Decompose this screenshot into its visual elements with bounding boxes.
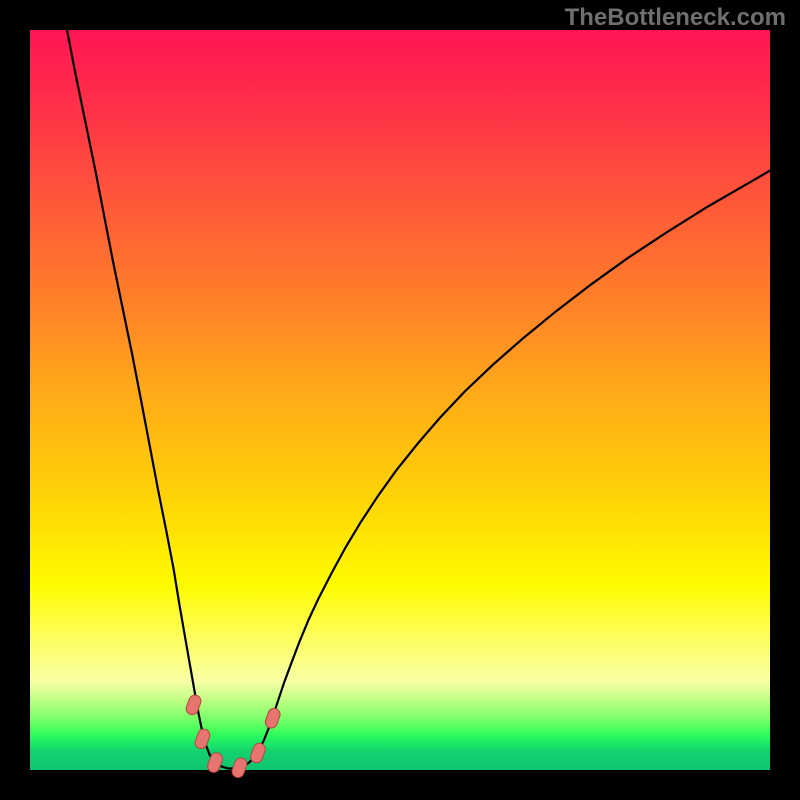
chart-svg — [0, 0, 800, 800]
bottleneck-chart: TheBottleneck.com — [0, 0, 800, 800]
watermark-label: TheBottleneck.com — [565, 4, 786, 32]
